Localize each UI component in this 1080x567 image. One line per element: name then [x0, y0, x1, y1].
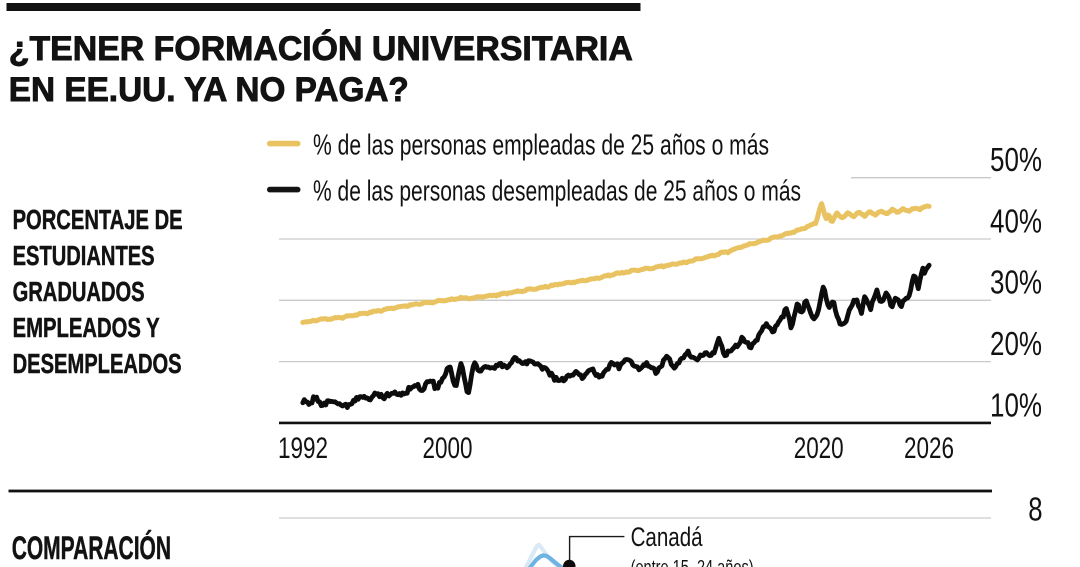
svg-text:8: 8 [1028, 491, 1042, 528]
svg-text:40%: 40% [990, 202, 1042, 239]
svg-text:2000: 2000 [423, 432, 473, 465]
svg-text:1992: 1992 [278, 432, 328, 465]
svg-text:2020: 2020 [794, 432, 844, 465]
svg-text:% de las personas empleadas de: % de las personas empleadas de 25 años o… [313, 130, 769, 162]
svg-text:(entre 15, 24 años): (entre 15, 24 años) [631, 558, 754, 567]
svg-text:50%: 50% [990, 141, 1042, 178]
svg-text:GRADUADOS: GRADUADOS [13, 276, 145, 307]
svg-text:10%: 10% [990, 386, 1042, 423]
svg-text:20%: 20% [990, 325, 1042, 362]
svg-text:30%: 30% [990, 264, 1042, 301]
svg-text:¿TENER FORMACIÓN UNIVERSITARIA: ¿TENER FORMACIÓN UNIVERSITARIA [9, 28, 633, 68]
svg-text:PORCENTAJE DE: PORCENTAJE DE [13, 204, 183, 235]
svg-text:EN EE.UU. YA NO PAGA?: EN EE.UU. YA NO PAGA? [9, 71, 409, 109]
svg-text:% de las personas desempleadas: % de las personas desempleadas de 25 año… [313, 176, 801, 208]
svg-text:COMPARACIÓN: COMPARACIÓN [12, 530, 171, 566]
svg-text:2026: 2026 [904, 432, 954, 465]
svg-text:ESTUDIANTES: ESTUDIANTES [13, 240, 155, 271]
svg-text:EMPLEADOS Y: EMPLEADOS Y [13, 312, 160, 343]
svg-text:Canadá: Canadá [631, 522, 704, 552]
svg-text:DESEMPLEADOS: DESEMPLEADOS [13, 348, 182, 379]
